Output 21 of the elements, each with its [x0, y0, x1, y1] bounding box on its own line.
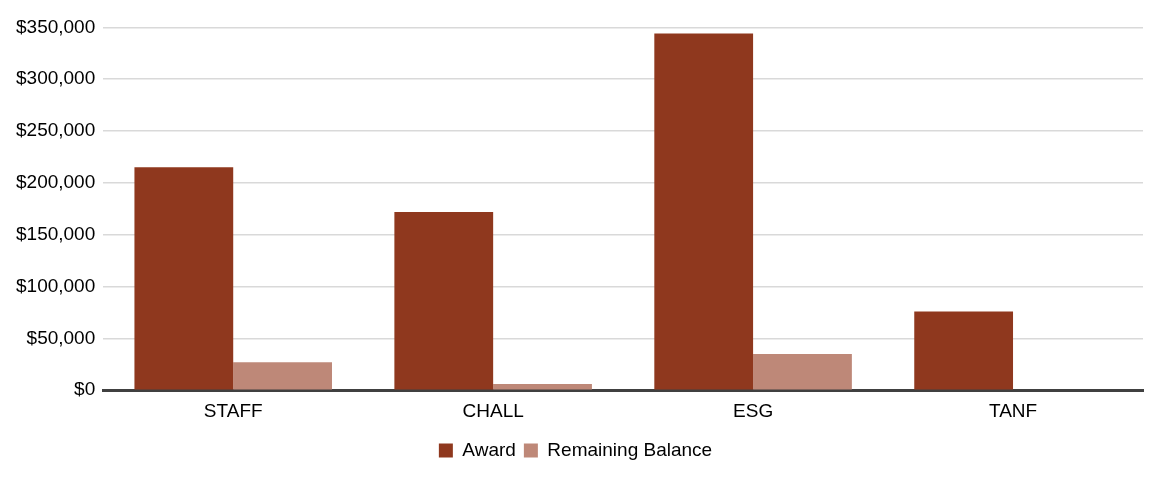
bar — [654, 33, 754, 390]
bar — [914, 311, 1014, 390]
bar — [134, 167, 234, 390]
x-tick-label: ESG — [733, 399, 774, 421]
y-tick-label: $250,000 — [16, 119, 96, 141]
legend-label: Remaining Balance — [547, 438, 713, 460]
y-tick-label: $100,000 — [16, 274, 96, 296]
bar — [753, 353, 852, 390]
legend-label: Award — [462, 438, 516, 460]
bar — [233, 362, 332, 390]
x-tick-label: TANF — [988, 399, 1038, 421]
y-tick-label: $0 — [74, 378, 96, 400]
y-tick-label: $350,000 — [16, 15, 96, 37]
y-tick-label: $300,000 — [16, 67, 96, 89]
x-tick-label: STAFF — [203, 399, 263, 421]
x-tick-label: CHALL — [462, 399, 524, 421]
y-tick-label: $50,000 — [26, 326, 96, 348]
y-tick-label: $200,000 — [16, 171, 96, 193]
bar — [394, 211, 494, 390]
bar — [493, 383, 592, 390]
y-tick-label: $150,000 — [16, 222, 96, 244]
